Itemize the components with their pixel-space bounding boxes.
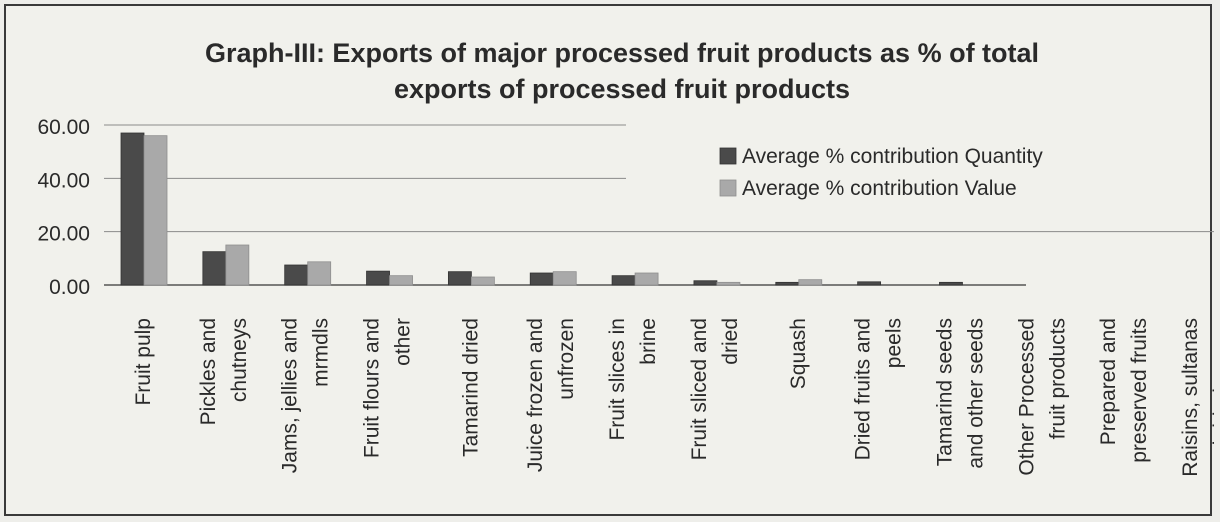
bar-quantity — [366, 270, 390, 286]
chart-frame: Graph-III: Exports of major processed fr… — [4, 4, 1214, 516]
bar-value — [798, 279, 823, 286]
x-category-label: Squash — [787, 318, 810, 389]
x-category-label: Pickles and — [197, 318, 220, 425]
chart-title-line-2: exports of processed fruit products — [394, 74, 850, 104]
legend-label: Average % contribution Quantity — [742, 145, 1043, 168]
bar-value — [307, 261, 332, 286]
bar-quantity — [529, 272, 554, 286]
x-category-label: Fruit pulp — [132, 318, 155, 406]
x-category-label: peels — [883, 318, 906, 368]
bar-quantity — [284, 264, 309, 286]
y-tick-label: 0.00 — [49, 276, 90, 299]
bar-quantity — [611, 275, 636, 286]
x-category-label: Prepared and — [1097, 318, 1120, 445]
bar-quantity — [775, 281, 800, 286]
x-category-label: Jams, jellies and — [279, 318, 302, 473]
legend-label: Average % contribution Value — [742, 177, 1017, 200]
x-category-label: unfrozen — [555, 318, 578, 400]
x-category-label: Raisins, sultanas — [1179, 318, 1202, 477]
bar-quantity — [857, 281, 882, 286]
bar-value — [716, 281, 741, 286]
bar-chart: Graph-III: Exports of major processed fr… — [37, 38, 1214, 477]
x-category-label: Juice frozen and — [524, 318, 547, 472]
bar-value — [389, 275, 413, 286]
x-category-label: Fruit flours and — [361, 318, 384, 458]
y-tick-label: 20.00 — [37, 223, 90, 246]
bar-value — [634, 272, 659, 286]
y-tick-label: 60.00 — [37, 116, 90, 139]
x-category-label: Dried fruits and — [852, 318, 875, 460]
x-category-label: Fruit slices in — [606, 318, 629, 441]
x-category-label: and other seeds — [964, 318, 987, 469]
x-category-label: dried — [719, 318, 742, 365]
x-category-label: chutneys — [228, 318, 251, 402]
x-category-label: Tamarind dried — [459, 318, 482, 457]
x-category-label: fruit products — [1046, 318, 1069, 439]
bar-value — [552, 271, 577, 286]
legend-swatch — [719, 179, 737, 197]
bar-quantity — [447, 271, 472, 286]
x-category-label: and dried grapes — [1210, 318, 1214, 476]
x-category-label: mrmdls — [310, 318, 333, 387]
bar-quantity — [202, 251, 227, 286]
x-category-label: Fruit sliced and — [688, 318, 711, 460]
bar-quantity — [693, 280, 718, 286]
bar-value — [470, 276, 495, 286]
x-category-label: preserved fruits — [1128, 318, 1151, 463]
y-tick-label: 40.00 — [37, 169, 90, 192]
bar-quantity — [120, 132, 145, 286]
legend-swatch — [719, 147, 737, 165]
bar-quantity — [939, 281, 963, 286]
x-category-label: brine — [637, 318, 660, 365]
bar-value — [143, 135, 168, 286]
chart-title-line-1: Graph-III: Exports of major processed fr… — [205, 38, 1039, 68]
x-category-label: Tamarind seeds — [933, 318, 956, 466]
x-category-label: Other Processed — [1015, 318, 1038, 476]
x-category-label: other — [392, 318, 415, 366]
bar-value — [225, 244, 250, 286]
